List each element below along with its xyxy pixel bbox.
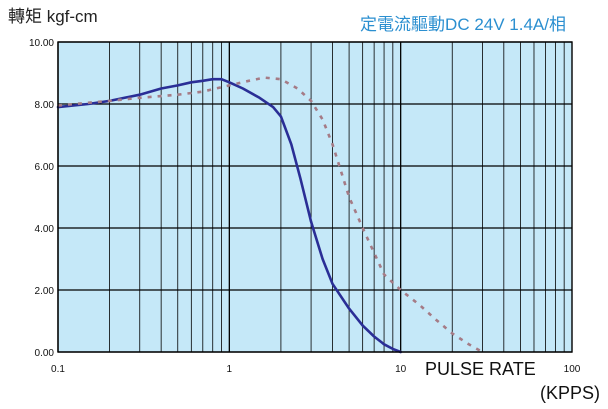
y-tick-label: 6.00 [35, 162, 55, 173]
series-line-dashed [57, 76, 484, 354]
y-tick-label: 0.00 [35, 348, 55, 359]
x-tick-label: 1 [227, 364, 233, 375]
y-tick-label: 4.00 [35, 224, 55, 235]
x-axis-label: PULSE RATE [425, 359, 536, 379]
y-tick-label: 2.00 [35, 286, 55, 297]
x-axis-unit: (KPPS) [540, 383, 600, 403]
x-tick-labels: 0.1 1 10 100 [51, 364, 581, 375]
y-axis-label: 轉矩 kgf-cm [8, 7, 98, 26]
y-tick-label: 8.00 [35, 100, 55, 111]
chart-title: 定電流驅動DC 24V 1.4A/相 [360, 15, 566, 34]
y-tick-labels: 0.00 2.00 4.00 6.00 8.00 10.00 [29, 38, 54, 359]
y-tick-label: 10.00 [29, 38, 54, 49]
plot-area [58, 42, 572, 352]
x-tick-label: 0.1 [51, 364, 65, 375]
series-line-solid [56, 77, 402, 354]
x-tick-label: 100 [564, 364, 581, 375]
series-layer [56, 76, 484, 354]
x-tick-label: 10 [395, 364, 407, 375]
plot-border [57, 41, 573, 353]
